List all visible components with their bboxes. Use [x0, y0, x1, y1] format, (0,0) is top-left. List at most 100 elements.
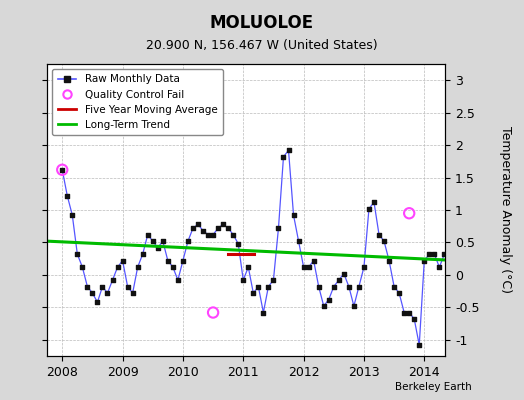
Point — [63, 192, 71, 199]
Point — [481, 258, 489, 264]
Point — [219, 221, 227, 228]
Text: 20.900 N, 156.467 W (United States): 20.900 N, 156.467 W (United States) — [146, 39, 378, 52]
Point — [516, 258, 524, 264]
Point — [249, 290, 257, 296]
Point — [78, 264, 86, 270]
Point — [234, 240, 243, 247]
Point — [345, 283, 353, 290]
Point — [450, 173, 458, 180]
Point — [173, 277, 182, 283]
Point — [365, 206, 373, 212]
Point — [108, 277, 117, 283]
Point — [83, 283, 92, 290]
Point — [415, 342, 423, 348]
Point — [144, 232, 152, 238]
Point — [310, 258, 318, 264]
Point — [405, 309, 413, 316]
Text: Berkeley Earth: Berkeley Earth — [395, 382, 472, 392]
Point — [134, 264, 142, 270]
Point — [299, 264, 308, 270]
Point — [189, 225, 197, 231]
Point — [224, 225, 232, 231]
Point — [68, 212, 77, 218]
Point — [485, 251, 494, 257]
Point — [209, 309, 217, 316]
Point — [410, 316, 419, 322]
Point — [289, 212, 298, 218]
Point — [73, 251, 82, 257]
Point — [184, 238, 192, 244]
Point — [330, 283, 338, 290]
Point — [229, 232, 237, 238]
Point — [194, 221, 202, 228]
Point — [204, 232, 212, 238]
Point — [138, 251, 147, 257]
Point — [214, 225, 222, 231]
Point — [506, 258, 514, 264]
Point — [294, 238, 303, 244]
Point — [335, 277, 343, 283]
Point — [314, 283, 323, 290]
Point — [375, 232, 383, 238]
Point — [405, 210, 413, 216]
Point — [350, 303, 358, 309]
Point — [500, 251, 509, 257]
Point — [420, 258, 429, 264]
Point — [128, 290, 137, 296]
Point — [440, 251, 449, 257]
Point — [88, 290, 96, 296]
Legend: Raw Monthly Data, Quality Control Fail, Five Year Moving Average, Long-Term Tren: Raw Monthly Data, Quality Control Fail, … — [52, 69, 223, 135]
Point — [430, 251, 439, 257]
Point — [455, 212, 464, 218]
Point — [445, 258, 454, 264]
Point — [465, 251, 474, 257]
Point — [149, 238, 157, 244]
Point — [118, 258, 127, 264]
Point — [471, 251, 479, 257]
Point — [254, 283, 263, 290]
Point — [269, 277, 278, 283]
Point — [58, 166, 67, 173]
Point — [395, 290, 403, 296]
Point — [154, 244, 162, 251]
Point — [340, 270, 348, 277]
Point — [390, 283, 398, 290]
Point — [380, 238, 388, 244]
Point — [244, 264, 253, 270]
Point — [124, 283, 132, 290]
Point — [521, 251, 524, 257]
Point — [169, 264, 177, 270]
Point — [304, 264, 313, 270]
Text: MOLUOLOE: MOLUOLOE — [210, 14, 314, 32]
Point — [370, 199, 378, 206]
Point — [159, 238, 167, 244]
Point — [475, 258, 484, 264]
Point — [435, 264, 443, 270]
Point — [239, 277, 247, 283]
Point — [425, 251, 433, 257]
Point — [113, 264, 122, 270]
Point — [324, 296, 333, 303]
Point — [58, 166, 67, 173]
Point — [510, 251, 519, 257]
Point — [274, 225, 282, 231]
Point — [99, 283, 107, 290]
Point — [385, 258, 394, 264]
Point — [264, 283, 272, 290]
Point — [179, 258, 187, 264]
Point — [355, 283, 363, 290]
Point — [209, 232, 217, 238]
Point — [400, 309, 408, 316]
Point — [285, 147, 293, 154]
Point — [490, 251, 499, 257]
Y-axis label: Temperature Anomaly (°C): Temperature Anomaly (°C) — [499, 126, 512, 294]
Point — [360, 264, 368, 270]
Point — [496, 258, 504, 264]
Point — [320, 303, 328, 309]
Point — [279, 154, 288, 160]
Point — [460, 238, 468, 244]
Point — [103, 290, 112, 296]
Point — [163, 258, 172, 264]
Point — [199, 228, 207, 234]
Point — [93, 299, 102, 305]
